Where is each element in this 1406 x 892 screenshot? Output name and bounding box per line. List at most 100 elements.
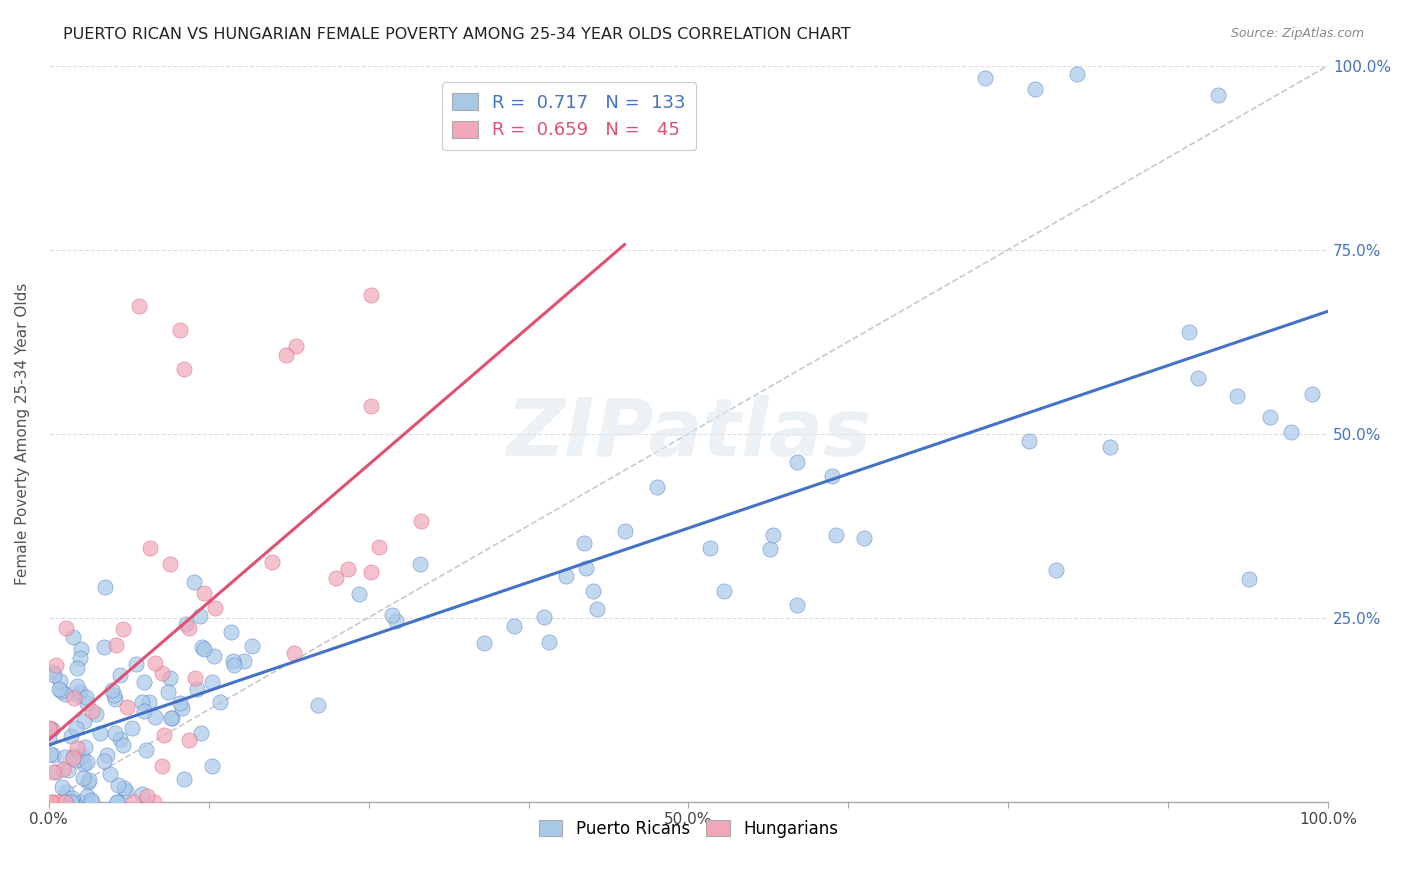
- Point: [759, 541, 782, 556]
- Point: [260, 556, 283, 570]
- Point: [160, 711, 183, 725]
- Point: [42, 795, 65, 809]
- Point: [112, 622, 135, 636]
- Point: [55, 785, 77, 799]
- Point: [360, 399, 382, 413]
- Point: [138, 541, 160, 556]
- Point: [186, 681, 208, 696]
- Point: [613, 524, 636, 539]
- Point: [138, 695, 160, 709]
- Point: [38, 731, 60, 745]
- Point: [49, 684, 72, 698]
- Point: [76, 696, 98, 710]
- Point: [107, 778, 129, 792]
- Point: [786, 455, 808, 469]
- Point: [1045, 563, 1067, 577]
- Point: [105, 795, 128, 809]
- Point: [103, 688, 125, 702]
- Point: [134, 675, 156, 690]
- Point: [42, 765, 65, 780]
- Point: [39, 722, 62, 736]
- Point: [143, 710, 166, 724]
- Point: [39, 795, 62, 809]
- Point: [172, 700, 194, 714]
- Text: Source: ZipAtlas.com: Source: ZipAtlas.com: [1230, 27, 1364, 40]
- Point: [575, 561, 598, 575]
- Point: [173, 772, 195, 787]
- Point: [105, 639, 128, 653]
- Point: [69, 684, 91, 698]
- Point: [384, 615, 406, 629]
- Point: [45, 765, 67, 780]
- Point: [221, 654, 243, 668]
- Point: [45, 657, 67, 672]
- Point: [209, 695, 232, 709]
- Point: [411, 514, 433, 528]
- Point: [285, 339, 308, 353]
- Point: [307, 698, 329, 712]
- Point: [41, 723, 63, 737]
- Point: [75, 690, 97, 705]
- Point: [713, 583, 735, 598]
- Point: [131, 695, 153, 709]
- Point: [53, 687, 76, 701]
- Text: PUERTO RICAN VS HUNGARIAN FEMALE POVERTY AMONG 25-34 YEAR OLDS CORRELATION CHART: PUERTO RICAN VS HUNGARIAN FEMALE POVERTY…: [63, 27, 851, 42]
- Point: [42, 668, 65, 682]
- Point: [533, 610, 555, 624]
- Point: [125, 657, 148, 671]
- Point: [188, 609, 211, 624]
- Point: [62, 690, 84, 705]
- Point: [93, 755, 115, 769]
- Point: [824, 527, 846, 541]
- Legend: Puerto Ricans, Hungarians: Puerto Ricans, Hungarians: [533, 814, 845, 845]
- Point: [1018, 434, 1040, 448]
- Text: ZIPatlas: ZIPatlas: [506, 394, 870, 473]
- Point: [62, 791, 84, 805]
- Point: [191, 640, 214, 655]
- Point: [1258, 410, 1281, 425]
- Point: [582, 583, 605, 598]
- Point: [73, 739, 96, 754]
- Point: [586, 602, 609, 616]
- Point: [66, 679, 89, 693]
- Point: [65, 753, 87, 767]
- Point: [169, 323, 191, 337]
- Point: [360, 565, 382, 579]
- Point: [69, 651, 91, 665]
- Point: [56, 763, 79, 777]
- Point: [52, 763, 75, 777]
- Point: [1187, 371, 1209, 385]
- Point: [73, 714, 96, 728]
- Point: [135, 743, 157, 757]
- Point: [190, 726, 212, 740]
- Point: [41, 665, 63, 679]
- Point: [283, 646, 305, 660]
- Point: [53, 795, 76, 809]
- Point: [132, 704, 155, 718]
- Point: [973, 70, 995, 85]
- Point: [173, 362, 195, 376]
- Point: [93, 640, 115, 655]
- Point: [108, 667, 131, 681]
- Point: [103, 692, 125, 706]
- Point: [336, 562, 359, 576]
- Point: [574, 536, 596, 550]
- Point: [143, 656, 166, 670]
- Point: [121, 721, 143, 735]
- Point: [1066, 67, 1088, 81]
- Point: [98, 767, 121, 781]
- Point: [121, 795, 143, 809]
- Point: [159, 671, 181, 685]
- Point: [276, 349, 298, 363]
- Point: [177, 620, 200, 634]
- Point: [502, 618, 524, 632]
- Point: [142, 795, 165, 809]
- Point: [112, 780, 135, 795]
- Point: [67, 688, 90, 702]
- Point: [325, 571, 347, 585]
- Point: [152, 665, 174, 680]
- Point: [55, 621, 77, 635]
- Point: [66, 661, 89, 675]
- Point: [554, 568, 576, 582]
- Point: [60, 794, 83, 808]
